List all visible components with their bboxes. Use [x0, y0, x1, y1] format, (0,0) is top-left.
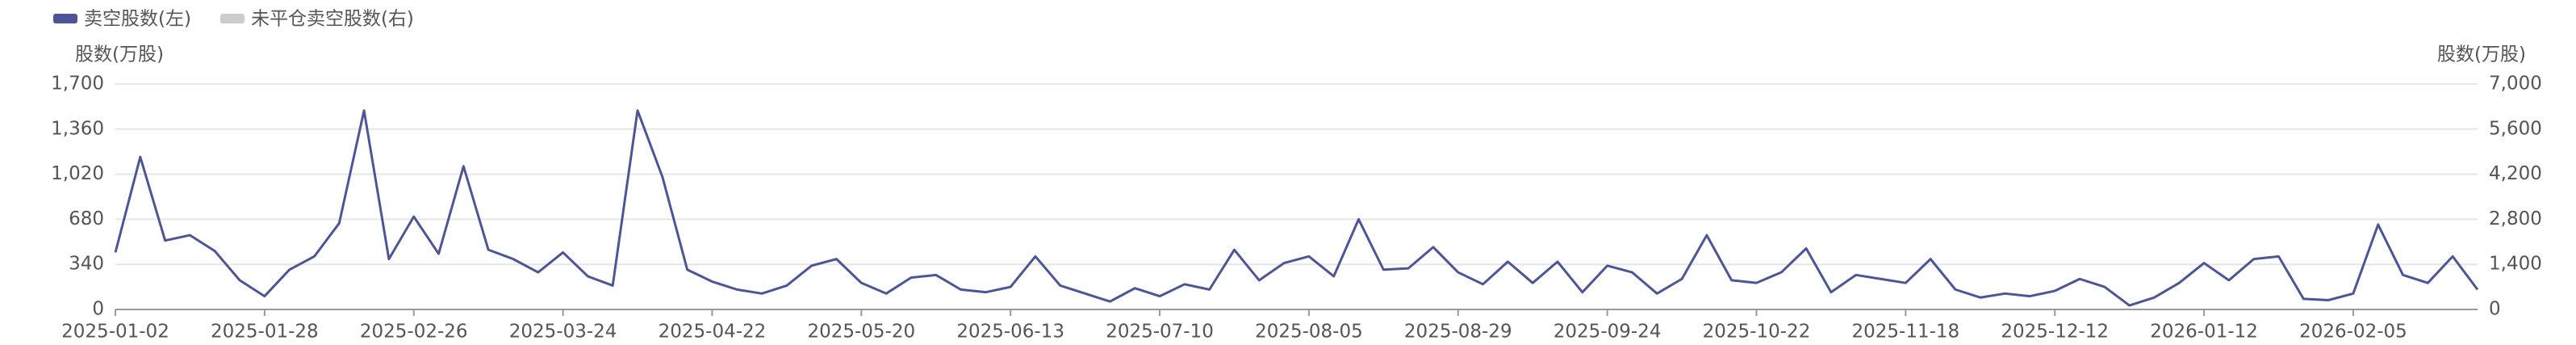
- x-tick-label: 2025-12-12: [2001, 322, 2109, 343]
- x-tick-label: 2025-05-20: [807, 322, 915, 343]
- x-tick-label: 2025-03-24: [509, 322, 617, 343]
- y2-tick-label: 1,400: [2489, 254, 2542, 275]
- y-tick-label: 0: [92, 299, 104, 320]
- y2-tick-label: 0: [2489, 299, 2501, 320]
- x-tick-label: 2025-08-05: [1255, 322, 1363, 343]
- x-tick-label: 2025-07-10: [1106, 322, 1214, 343]
- y2-tick-label: 4,200: [2489, 163, 2542, 184]
- legend-label[interactable]: 卖空股数(左): [84, 9, 191, 30]
- y2-tick-label: 2,800: [2489, 208, 2542, 229]
- y-tick-label: 1,020: [51, 163, 104, 184]
- legend-label[interactable]: 未平仓卖空股数(右): [251, 9, 414, 30]
- line-series: [114, 109, 2479, 307]
- x-tick-label: 2025-09-24: [1554, 322, 1662, 343]
- y2-tick-label: 5,600: [2489, 118, 2542, 139]
- x-tick-label: 2025-11-18: [1852, 322, 1960, 343]
- y-tick-label: 340: [69, 254, 104, 275]
- x-tick-label: 2025-01-28: [211, 322, 319, 343]
- x-tick-label: 2025-10-22: [1703, 322, 1811, 343]
- y-tick-label: 680: [69, 208, 104, 229]
- y-tick-label: 1,700: [51, 74, 104, 95]
- x-tick-label: 2025-02-26: [360, 322, 468, 343]
- x-tick-label: 2025-01-02: [61, 322, 169, 343]
- y2-axis-label: 股数(万股): [2437, 44, 2526, 65]
- y-axis-label: 股数(万股): [75, 44, 164, 65]
- y2-tick-label: 7,000: [2489, 74, 2542, 95]
- x-tick-label: 2025-04-22: [659, 322, 767, 343]
- legend-swatch[interactable]: [220, 14, 245, 23]
- x-tick-label: 2026-02-05: [2299, 322, 2407, 343]
- x-tick-label: 2025-06-13: [956, 322, 1064, 343]
- x-tick-label: 2025-08-29: [1404, 322, 1512, 343]
- y-tick-label: 1,360: [51, 118, 104, 139]
- x-tick-label: 2026-01-12: [2150, 322, 2258, 343]
- legend-swatch[interactable]: [53, 14, 77, 23]
